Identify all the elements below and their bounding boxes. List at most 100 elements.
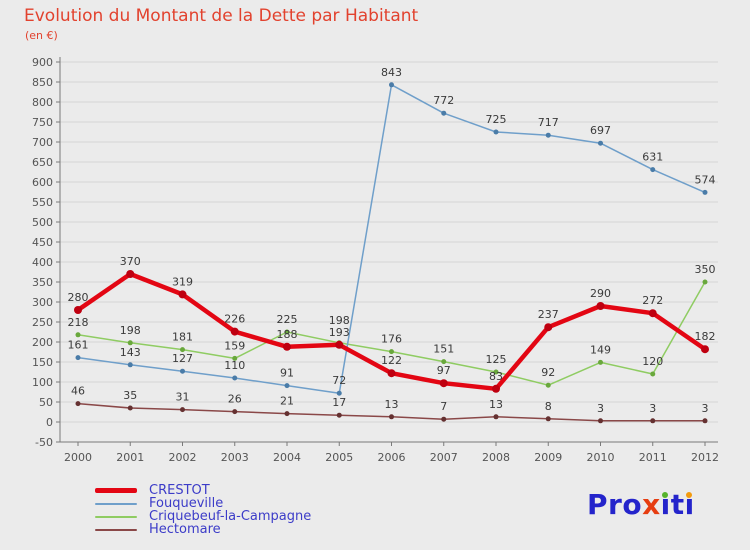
y-tick-label: 750 bbox=[32, 116, 53, 129]
data-point-Hectomare bbox=[336, 412, 342, 418]
data-point-Criquebeuf-la-Campagne bbox=[545, 382, 551, 388]
data-label-Criquebeuf-la-Campagne: 125 bbox=[486, 353, 507, 366]
chart-subtitle: (en €) bbox=[25, 29, 58, 42]
data-point-Fouqueville bbox=[336, 390, 342, 396]
data-label-Criquebeuf-la-Campagne: 350 bbox=[695, 263, 716, 276]
data-point-Hectomare bbox=[180, 407, 185, 413]
data-point-Hectomare bbox=[284, 411, 290, 417]
data-label-Hectomare: 46 bbox=[71, 385, 85, 398]
data-label-Criquebeuf-la-Campagne: 176 bbox=[381, 333, 402, 346]
logo-text-i2: ı bbox=[684, 488, 695, 521]
data-label-Fouqueville: 91 bbox=[280, 367, 294, 380]
data-point-Criquebeuf-la-Campagne bbox=[702, 279, 708, 285]
data-label-Criquebeuf-la-Campagne: 151 bbox=[433, 343, 454, 356]
data-point-Fouqueville bbox=[284, 383, 290, 389]
data-label-Criquebeuf-la-Campagne: 92 bbox=[541, 366, 555, 379]
data-point-CRESTOT bbox=[387, 369, 396, 378]
x-tick-label: 2009 bbox=[534, 451, 562, 464]
logo-text-x: x bbox=[642, 488, 661, 521]
data-label-CRESTOT: 188 bbox=[277, 328, 298, 341]
data-point-Fouqueville bbox=[702, 189, 708, 195]
legend-item-hectomare: Hectomare bbox=[95, 523, 311, 536]
data-point-Hectomare bbox=[127, 405, 133, 411]
data-point-Criquebeuf-la-Campagne bbox=[598, 359, 603, 365]
y-tick-label: 850 bbox=[32, 76, 53, 89]
data-label-Fouqueville: 161 bbox=[68, 339, 89, 352]
data-point-Hectomare bbox=[598, 418, 603, 424]
data-point-Criquebeuf-la-Campagne bbox=[650, 371, 656, 377]
data-label-Criquebeuf-la-Campagne: 218 bbox=[68, 316, 89, 329]
y-tick-label: 0 bbox=[46, 416, 53, 429]
data-label-Fouqueville: 143 bbox=[120, 346, 141, 359]
logo-text-t: t bbox=[670, 488, 685, 521]
x-tick-label: 2010 bbox=[587, 451, 615, 464]
data-label-Hectomare: 26 bbox=[228, 393, 242, 406]
legend-label: Fouqueville bbox=[149, 496, 224, 511]
data-point-Hectomare bbox=[702, 418, 708, 424]
y-tick-label: 50 bbox=[39, 396, 53, 409]
data-point-Fouqueville bbox=[598, 140, 603, 146]
data-point-CRESTOT bbox=[492, 384, 500, 393]
data-point-Hectomare bbox=[75, 401, 81, 407]
data-label-Fouqueville: 697 bbox=[590, 124, 611, 137]
data-label-CRESTOT: 272 bbox=[642, 294, 663, 307]
data-label-Fouqueville: 717 bbox=[538, 116, 559, 129]
x-tick-label: 2011 bbox=[639, 451, 667, 464]
data-point-Fouqueville bbox=[389, 82, 394, 88]
legend-swatch-crestot bbox=[95, 488, 137, 493]
data-point-Criquebeuf-la-Campagne bbox=[389, 349, 394, 355]
data-point-CRESTOT bbox=[126, 270, 135, 278]
data-label-Fouqueville: 127 bbox=[172, 352, 193, 365]
data-point-CRESTOT bbox=[335, 340, 344, 349]
x-tick-label: 2004 bbox=[273, 451, 301, 464]
legend-swatch-hectomare bbox=[95, 528, 137, 531]
data-point-Hectomare bbox=[650, 418, 656, 424]
y-tick-label: 200 bbox=[32, 336, 53, 349]
data-label-Hectomare: 3 bbox=[649, 402, 656, 415]
x-tick-label: 2008 bbox=[482, 451, 510, 464]
y-tick-label: 450 bbox=[32, 236, 53, 249]
y-tick-label: 300 bbox=[32, 296, 53, 309]
x-tick-label: 2005 bbox=[325, 451, 353, 464]
data-point-CRESTOT bbox=[439, 379, 448, 388]
chart-title: Evolution du Montant de la Dette par Hab… bbox=[24, 6, 419, 26]
y-tick-label: 100 bbox=[32, 376, 53, 389]
data-point-Criquebeuf-la-Campagne bbox=[441, 359, 447, 365]
data-point-CRESTOT bbox=[178, 290, 187, 299]
y-tick-label: 350 bbox=[32, 276, 53, 289]
data-label-CRESTOT: 97 bbox=[437, 364, 451, 377]
data-point-Criquebeuf-la-Campagne bbox=[180, 347, 185, 353]
y-tick-label: 500 bbox=[32, 216, 53, 229]
data-label-CRESTOT: 182 bbox=[695, 330, 716, 343]
data-label-Fouqueville: 725 bbox=[486, 113, 507, 126]
data-label-Hectomare: 8 bbox=[545, 400, 552, 413]
data-label-Hectomare: 13 bbox=[385, 398, 399, 411]
data-label-Criquebeuf-la-Campagne: 159 bbox=[224, 339, 245, 352]
legend-item-fouqueville: Fouqueville bbox=[95, 497, 311, 510]
data-label-Hectomare: 3 bbox=[597, 402, 604, 415]
line-chart: -50 0 50 100 150 200 250 300 350 400 450 500 550 600 6… bbox=[32, 56, 719, 464]
data-label-Criquebeuf-la-Campagne: 198 bbox=[329, 314, 350, 327]
y-tick-label: 250 bbox=[32, 316, 53, 329]
chart-legend: CRESTOT Fouqueville Criquebeuf-la-Campag… bbox=[95, 484, 311, 536]
legend-item-criquebeuf: Criquebeuf-la-Campagne bbox=[95, 510, 311, 523]
data-label-CRESTOT: 193 bbox=[329, 326, 350, 339]
y-tick-label: 400 bbox=[32, 256, 53, 269]
data-label-CRESTOT: 237 bbox=[538, 308, 559, 321]
data-label-Fouqueville: 772 bbox=[433, 94, 454, 107]
data-label-CRESTOT: 280 bbox=[68, 291, 89, 304]
legend-swatch-criquebeuf bbox=[95, 515, 137, 518]
data-label-Hectomare: 35 bbox=[123, 389, 137, 402]
y-tick-label: 550 bbox=[32, 196, 53, 209]
x-tick-label: 2012 bbox=[691, 451, 719, 464]
data-point-Fouqueville bbox=[493, 129, 499, 135]
data-label-Fouqueville: 574 bbox=[695, 173, 716, 186]
legend-label: Hectomare bbox=[149, 522, 221, 537]
y-tick-label: 700 bbox=[32, 136, 53, 149]
logo-dot-green-icon bbox=[661, 492, 668, 498]
data-label-CRESTOT: 290 bbox=[590, 287, 611, 300]
data-label-Hectomare: 13 bbox=[489, 398, 503, 411]
data-point-Fouqueville bbox=[232, 375, 238, 381]
data-label-Hectomare: 21 bbox=[280, 395, 294, 408]
data-label-Criquebeuf-la-Campagne: 225 bbox=[277, 313, 298, 326]
